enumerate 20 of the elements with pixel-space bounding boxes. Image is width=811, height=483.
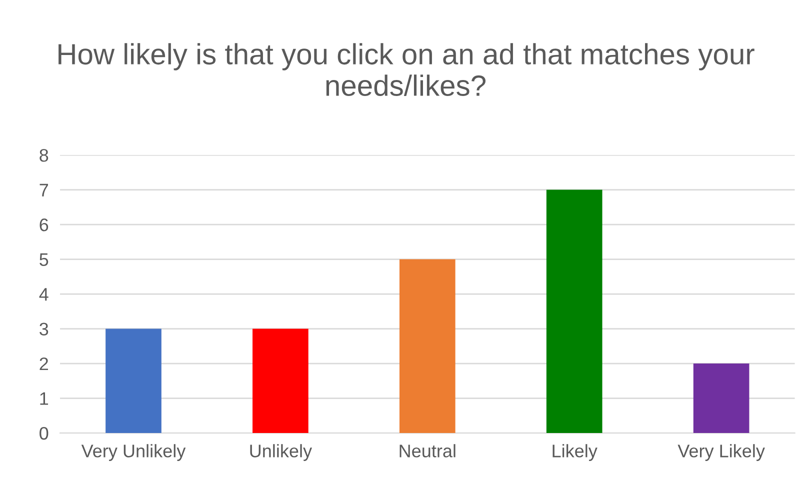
x-tick-label: Neutral [400, 444, 456, 458]
y-tick-label: 0 [40, 426, 48, 440]
x-tick-label: Unlikely [250, 444, 312, 461]
bar [693, 364, 750, 434]
bar [106, 328, 162, 434]
y-tick-label: 5 [40, 253, 48, 266]
y-tick-label: 3 [40, 322, 48, 336]
bar [399, 259, 456, 434]
y-tick-label: 6 [40, 218, 48, 232]
bar [546, 190, 602, 434]
x-tick-label: Likely [552, 444, 598, 461]
x-tick-label: Very Likely [678, 444, 765, 461]
y-tick-label: 8 [40, 148, 48, 162]
y-tick-label: 2 [40, 357, 48, 370]
y-tick-label: 7 [40, 184, 48, 196]
y-tick-label: 4 [39, 288, 48, 301]
chart-title: How likely is that you click on an ad that matches your needs/likes? [58, 43, 754, 96]
x-tick-label: Very Unlikely [81, 444, 186, 461]
y-tick-label: 1 [40, 392, 48, 405]
bar [252, 328, 308, 434]
